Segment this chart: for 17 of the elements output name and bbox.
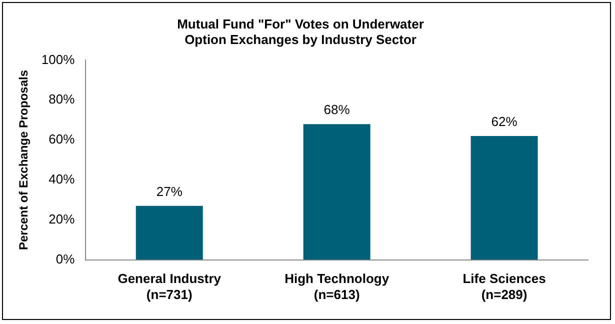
bar	[470, 136, 538, 260]
data-label: 27%	[156, 184, 183, 199]
x-tick-label: High Technology (n=613)	[284, 271, 390, 302]
x-tick-label: General Industry (n=731)	[118, 271, 222, 302]
bar	[136, 206, 203, 260]
y-tick-label: 80%	[48, 92, 76, 107]
bar	[303, 124, 370, 260]
data-label: 68%	[324, 102, 350, 118]
x-tick-label: Life Sciences (n=289)	[462, 271, 546, 302]
data-label: 62%	[491, 114, 518, 130]
y-tick-label: 100%	[41, 52, 76, 67]
y-tick-label: 60%	[48, 132, 76, 147]
y-tick-label: 0%	[56, 251, 76, 266]
y-tick-label: 40%	[48, 172, 76, 187]
chart-title: Mutual Fund "For" Votes on Underwater Option Exchanges by Industry Sector	[177, 16, 424, 47]
y-axis-title: Percent of Exchange Proposals	[16, 70, 31, 250]
y-tick-label: 20%	[48, 211, 76, 226]
